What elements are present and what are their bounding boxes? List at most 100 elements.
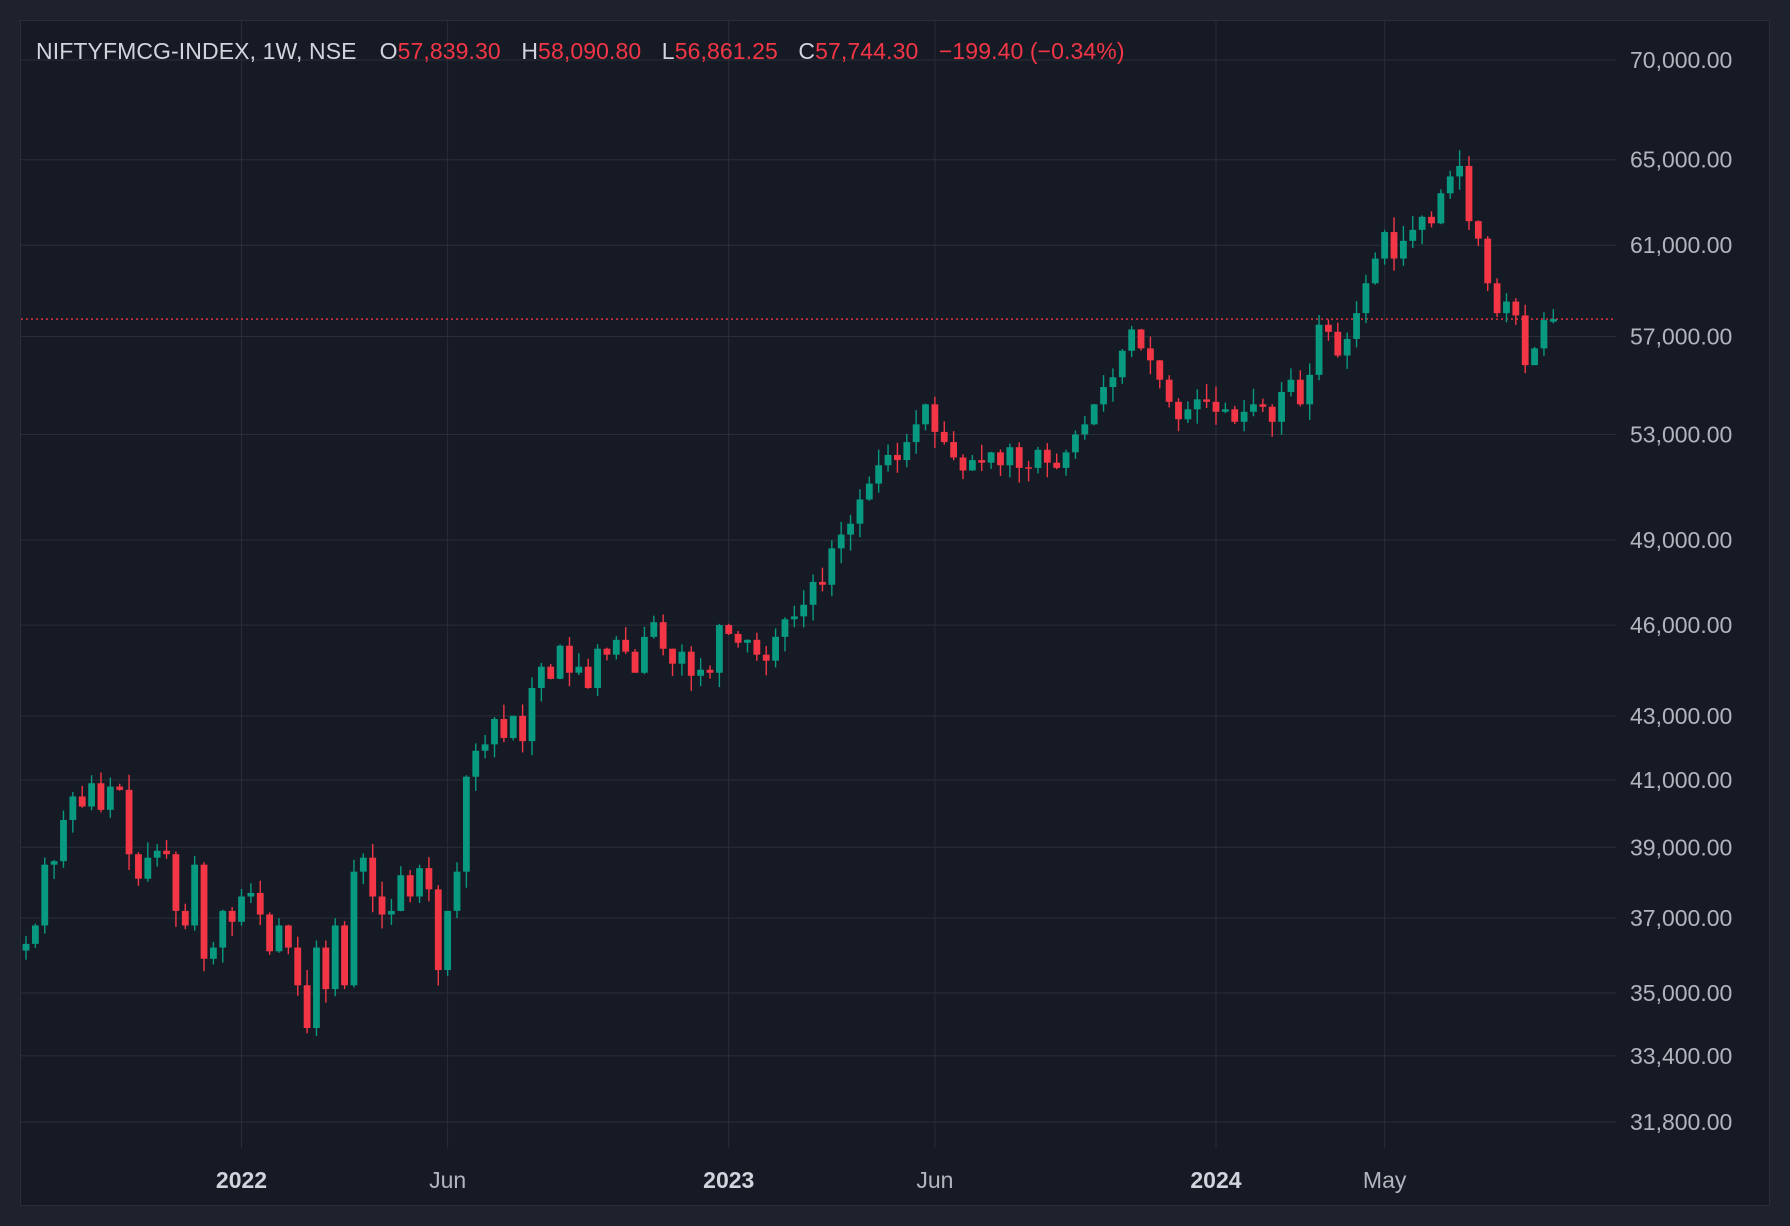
candle[interactable] <box>1175 398 1182 432</box>
candle[interactable] <box>650 615 658 639</box>
candle[interactable] <box>210 941 217 965</box>
candle[interactable] <box>284 924 292 955</box>
candle[interactable] <box>106 777 114 818</box>
candle[interactable] <box>472 743 480 791</box>
candle[interactable] <box>60 810 67 868</box>
candles[interactable] <box>22 150 1557 1037</box>
candle[interactable] <box>1512 298 1520 325</box>
candle[interactable] <box>31 923 39 948</box>
candle[interactable] <box>1296 370 1304 407</box>
candle[interactable] <box>1184 401 1192 424</box>
candle[interactable] <box>772 628 779 668</box>
candle[interactable] <box>219 909 227 963</box>
candle[interactable] <box>1381 229 1389 265</box>
candle[interactable] <box>1250 388 1257 417</box>
chart-panel[interactable] <box>20 20 1770 1206</box>
candle[interactable] <box>69 791 77 833</box>
candle[interactable] <box>1231 405 1239 424</box>
candle[interactable] <box>1474 220 1482 247</box>
candle[interactable] <box>1418 215 1426 245</box>
candle[interactable] <box>359 853 367 885</box>
candle[interactable] <box>847 514 854 551</box>
candle[interactable] <box>706 665 714 679</box>
candle[interactable] <box>425 857 433 902</box>
candle[interactable] <box>1025 460 1032 482</box>
candle[interactable] <box>744 639 751 653</box>
candle[interactable] <box>1193 389 1201 424</box>
candle[interactable] <box>331 918 339 997</box>
candle[interactable] <box>1399 225 1407 266</box>
candle[interactable] <box>1493 278 1501 318</box>
candle[interactable] <box>1100 375 1107 412</box>
candle[interactable] <box>313 940 320 1037</box>
candle[interactable] <box>931 396 939 449</box>
candle[interactable] <box>1549 309 1557 324</box>
candle[interactable] <box>378 881 386 929</box>
candle[interactable] <box>388 898 395 925</box>
candle[interactable] <box>275 918 283 953</box>
candle[interactable] <box>669 648 676 676</box>
candle[interactable] <box>1118 349 1126 384</box>
candle[interactable] <box>894 442 901 473</box>
candle[interactable] <box>678 644 686 676</box>
candle[interactable] <box>875 449 883 493</box>
candle[interactable] <box>903 434 911 468</box>
candle[interactable] <box>547 663 555 680</box>
candle[interactable] <box>88 775 95 811</box>
candle[interactable] <box>819 567 826 592</box>
candle[interactable] <box>856 489 864 538</box>
candle[interactable] <box>144 842 152 882</box>
candle[interactable] <box>97 772 105 813</box>
candle[interactable] <box>50 859 58 879</box>
candle[interactable] <box>1343 332 1351 369</box>
candle[interactable] <box>556 644 564 680</box>
candle[interactable] <box>247 883 255 904</box>
candle[interactable] <box>912 410 920 454</box>
candle[interactable] <box>416 864 423 903</box>
candle[interactable] <box>1531 346 1538 366</box>
candle[interactable] <box>491 716 498 758</box>
candle[interactable] <box>1006 443 1014 478</box>
candle[interactable] <box>116 783 124 791</box>
candle[interactable] <box>1053 453 1061 470</box>
candle[interactable] <box>1062 449 1070 476</box>
candle[interactable] <box>594 644 601 696</box>
candle[interactable] <box>987 451 995 469</box>
candle[interactable] <box>641 626 648 675</box>
candle[interactable] <box>1034 446 1042 474</box>
candle[interactable] <box>228 907 236 937</box>
candle[interactable] <box>631 649 639 673</box>
candle[interactable] <box>950 431 958 461</box>
candle[interactable] <box>790 605 798 628</box>
candle[interactable] <box>135 852 142 886</box>
price-axis[interactable]: 70,000.00 65,000.00 61,000.00 57,000.00 53,0… <box>1630 47 1732 1135</box>
candle[interactable] <box>172 851 180 927</box>
candle[interactable] <box>622 627 630 654</box>
candle[interactable] <box>1334 322 1342 358</box>
candle[interactable] <box>500 704 508 743</box>
candle[interactable] <box>153 843 161 867</box>
candle[interactable] <box>266 912 274 955</box>
candle[interactable] <box>697 658 705 687</box>
candle[interactable] <box>125 774 133 870</box>
candle[interactable] <box>369 843 377 913</box>
candle[interactable] <box>509 715 517 741</box>
candle[interactable] <box>687 646 695 691</box>
candle[interactable] <box>865 476 873 501</box>
candle[interactable] <box>837 521 845 564</box>
candle[interactable] <box>1015 442 1023 483</box>
candle[interactable] <box>1072 430 1079 459</box>
candle[interactable] <box>809 574 817 621</box>
candle[interactable] <box>1221 402 1229 414</box>
candle[interactable] <box>1109 368 1117 402</box>
candle[interactable] <box>1203 384 1211 409</box>
candle[interactable] <box>1090 403 1098 426</box>
candle[interactable] <box>1409 215 1417 248</box>
candle[interactable] <box>1371 252 1379 285</box>
candle[interactable] <box>959 454 967 480</box>
candle[interactable] <box>322 940 330 1003</box>
candle[interactable] <box>828 540 836 597</box>
candle[interactable] <box>1390 217 1398 271</box>
candle[interactable] <box>940 421 948 445</box>
candle[interactable] <box>163 839 170 859</box>
